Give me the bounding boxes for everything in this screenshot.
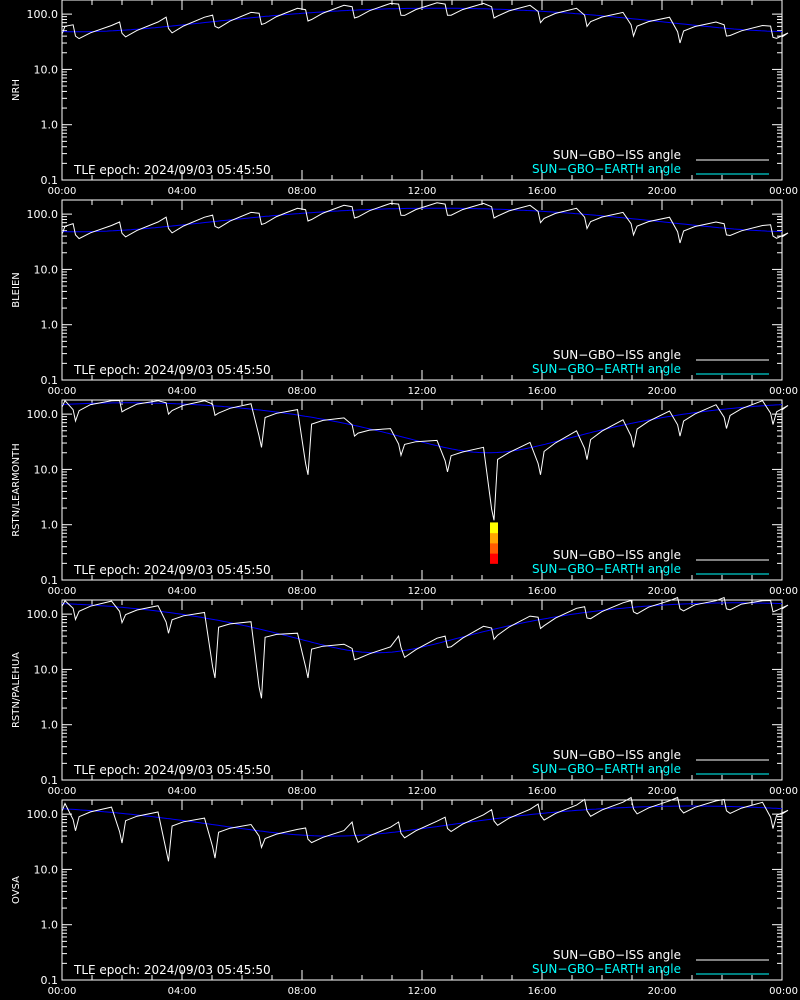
x-tick-label: 00:00: [769, 186, 798, 197]
x-tick-label: 00:00: [48, 386, 77, 397]
x-tick-label: 12:00: [408, 186, 437, 197]
tle-epoch-label: TLE epoch: 2024/09/03 05:45:50: [73, 563, 271, 577]
x-tick-label: 08:00: [288, 186, 317, 197]
legend-earth-label: SUN−GBO−EARTH angle: [532, 362, 681, 376]
earth-angle-line: [62, 207, 783, 233]
earth-angle-line: [61, 602, 783, 654]
legend-iss-label: SUN−GBO−ISS angle: [553, 548, 681, 562]
y-tick-label: 100.0: [27, 608, 59, 621]
earth-angle-line: [61, 402, 783, 454]
iss-angle-line: [61, 2, 789, 44]
x-tick-label: 16:00: [528, 386, 557, 397]
y-tick-label: 100.0: [27, 8, 59, 21]
earth-angle-line: [62, 7, 783, 33]
legend-earth-label: SUN−GBO−EARTH angle: [532, 962, 681, 976]
iss-angle-line: [61, 202, 789, 244]
x-tick-label: 08:00: [288, 386, 317, 397]
y-tick-label: 1.0: [41, 319, 59, 332]
x-tick-label: 12:00: [408, 586, 437, 597]
y-tick-label: 0.1: [41, 574, 59, 587]
occultation-bar-segment: [490, 532, 498, 544]
legend-earth-label: SUN−GBO−EARTH angle: [532, 762, 681, 776]
y-axis-label: NRH: [11, 79, 22, 101]
y-tick-label: 0.1: [41, 774, 59, 787]
occultation-bar-segment: [490, 522, 498, 534]
x-tick-label: 04:00: [168, 186, 197, 197]
chart-panel-1: 0.1 1.0 10.0 100.0 00:00 04:00 08:00 12:00 16:00…: [11, 0, 798, 197]
y-tick-label: 1.0: [41, 119, 59, 132]
legend-earth-label: SUN−GBO−EARTH angle: [532, 162, 681, 176]
y-axis-label: BLEIEN: [11, 272, 22, 308]
y-tick-label: 100.0: [27, 408, 59, 421]
chart-panel-5: 0.1 1.0 10.0 100.0 00:00 04:00 08:00 12:00 16:00…: [11, 796, 798, 997]
x-tick-label: 00:00: [769, 386, 798, 397]
tle-epoch-label: TLE epoch: 2024/09/03 05:45:50: [73, 963, 271, 977]
legend-iss-label: SUN−GBO−ISS angle: [553, 748, 681, 762]
chart-panel-2: 0.1 1.0 10.0 100.0 00:00 04:00 08:00 12:00 16:00…: [11, 199, 798, 397]
legend-iss-label: SUN−GBO−ISS angle: [553, 948, 681, 962]
x-tick-label: 20:00: [648, 986, 677, 997]
y-tick-label: 0.1: [41, 974, 59, 987]
x-tick-label: 12:00: [408, 786, 437, 797]
y-tick-label: 1.0: [41, 919, 59, 932]
x-tick-label: 16:00: [528, 786, 557, 797]
x-tick-label: 00:00: [48, 186, 77, 197]
iss-angle-line: [61, 596, 789, 699]
y-tick-label: 0.1: [41, 374, 59, 387]
y-tick-label: 10.0: [34, 63, 59, 76]
y-tick-label: 0.1: [41, 174, 59, 187]
y-tick-label: 1.0: [41, 719, 59, 732]
iss-angle-line: [61, 399, 789, 521]
x-tick-label: 20:00: [648, 186, 677, 197]
x-tick-label: 16:00: [528, 986, 557, 997]
tle-epoch-label: TLE epoch: 2024/09/03 05:45:50: [73, 363, 271, 377]
y-tick-label: 100.0: [27, 808, 59, 821]
y-tick-label: 10.0: [34, 863, 59, 876]
tle-epoch-label: TLE epoch: 2024/09/03 05:45:50: [73, 763, 271, 777]
x-tick-label: 04:00: [168, 386, 197, 397]
x-tick-label: 08:00: [288, 986, 317, 997]
x-tick-label: 04:00: [168, 586, 197, 597]
x-tick-label: 00:00: [48, 986, 77, 997]
y-tick-label: 10.0: [34, 263, 59, 276]
x-tick-label: 20:00: [648, 586, 677, 597]
chart-panel-3: 0.1 1.0 10.0 100.0 00:00 04:00 08:00 12:00 16:00…: [11, 399, 798, 597]
x-tick-label: 00:00: [48, 586, 77, 597]
x-tick-label: 00:00: [769, 586, 798, 597]
x-tick-label: 20:00: [648, 386, 677, 397]
legend-iss-label: SUN−GBO−ISS angle: [553, 148, 681, 162]
chart-panel-4: 0.1 1.0 10.0 100.0 00:00 04:00 08:00 12:00 16:00…: [11, 596, 798, 797]
x-tick-label: 00:00: [48, 786, 77, 797]
x-tick-label: 12:00: [408, 386, 437, 397]
y-axis-label: RSTN/LEARMONTH: [11, 443, 22, 537]
x-tick-label: 00:00: [769, 786, 798, 797]
legend-earth-label: SUN−GBO−EARTH angle: [532, 562, 681, 576]
y-tick-label: 1.0: [41, 519, 59, 532]
x-tick-label: 00:00: [769, 986, 798, 997]
y-tick-label: 10.0: [34, 463, 59, 476]
x-tick-label: 04:00: [168, 786, 197, 797]
x-tick-label: 08:00: [288, 786, 317, 797]
earth-angle-line: [61, 805, 783, 837]
x-tick-label: 12:00: [408, 986, 437, 997]
y-tick-label: 10.0: [34, 663, 59, 676]
x-tick-label: 20:00: [648, 786, 677, 797]
x-tick-label: 04:00: [168, 986, 197, 997]
x-tick-label: 16:00: [528, 186, 557, 197]
occultation-bar-segment: [490, 553, 498, 564]
tle-epoch-label: TLE epoch: 2024/09/03 05:45:50: [73, 163, 271, 177]
legend-iss-label: SUN−GBO−ISS angle: [553, 348, 681, 362]
occultation-bar-segment: [490, 542, 498, 554]
y-axis-label: OVSA: [11, 876, 22, 904]
iss-angle-line: [61, 796, 789, 862]
y-tick-label: 100.0: [27, 208, 59, 221]
y-axis-label: RSTN/PALEHUA: [11, 652, 22, 728]
x-tick-label: 16:00: [528, 586, 557, 597]
x-tick-label: 08:00: [288, 586, 317, 597]
